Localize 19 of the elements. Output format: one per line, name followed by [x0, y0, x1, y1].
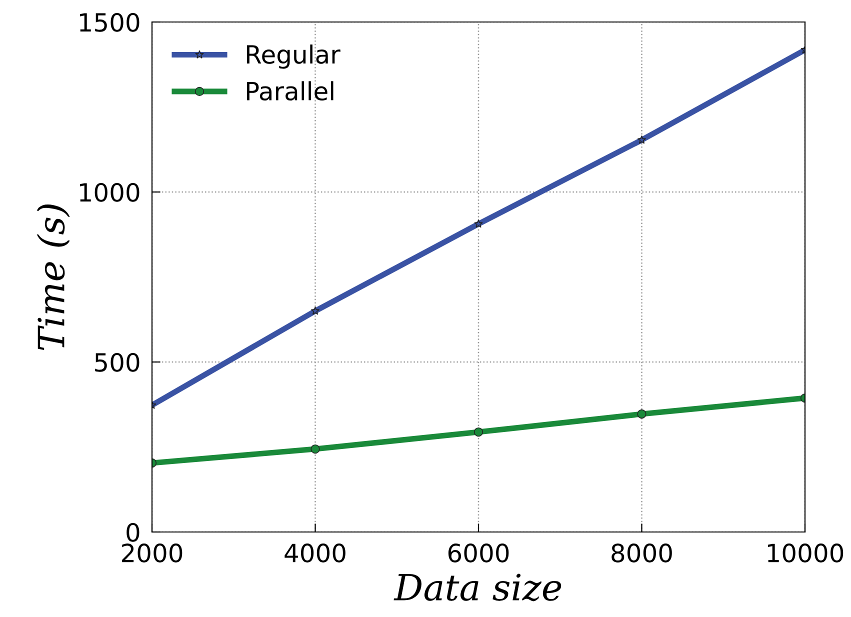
legend-label: Parallel — [246, 81, 334, 101]
y-tick-label: 500 — [95, 352, 140, 372]
x-tick-label: 6000 — [448, 544, 509, 562]
point — [310, 306, 320, 315]
point — [474, 219, 483, 228]
legend-label: Regular — [246, 44, 340, 69]
x-tick-label: 10000 — [768, 544, 844, 562]
y-axis-title: Time (s) — [36, 204, 70, 350]
point — [637, 135, 646, 144]
x-tick-label: 2000 — [122, 544, 182, 562]
y-tick-label: 0 — [126, 522, 140, 542]
x-axis-title: Data size — [394, 574, 562, 602]
point — [637, 409, 646, 419]
point — [474, 427, 484, 437]
y-tick-label: 1000 — [80, 182, 140, 202]
point — [310, 444, 320, 454]
y-tick-label: 1500 — [80, 12, 140, 32]
x-tick-label: 8000 — [612, 544, 672, 562]
x-tick-label: 4000 — [284, 544, 346, 562]
